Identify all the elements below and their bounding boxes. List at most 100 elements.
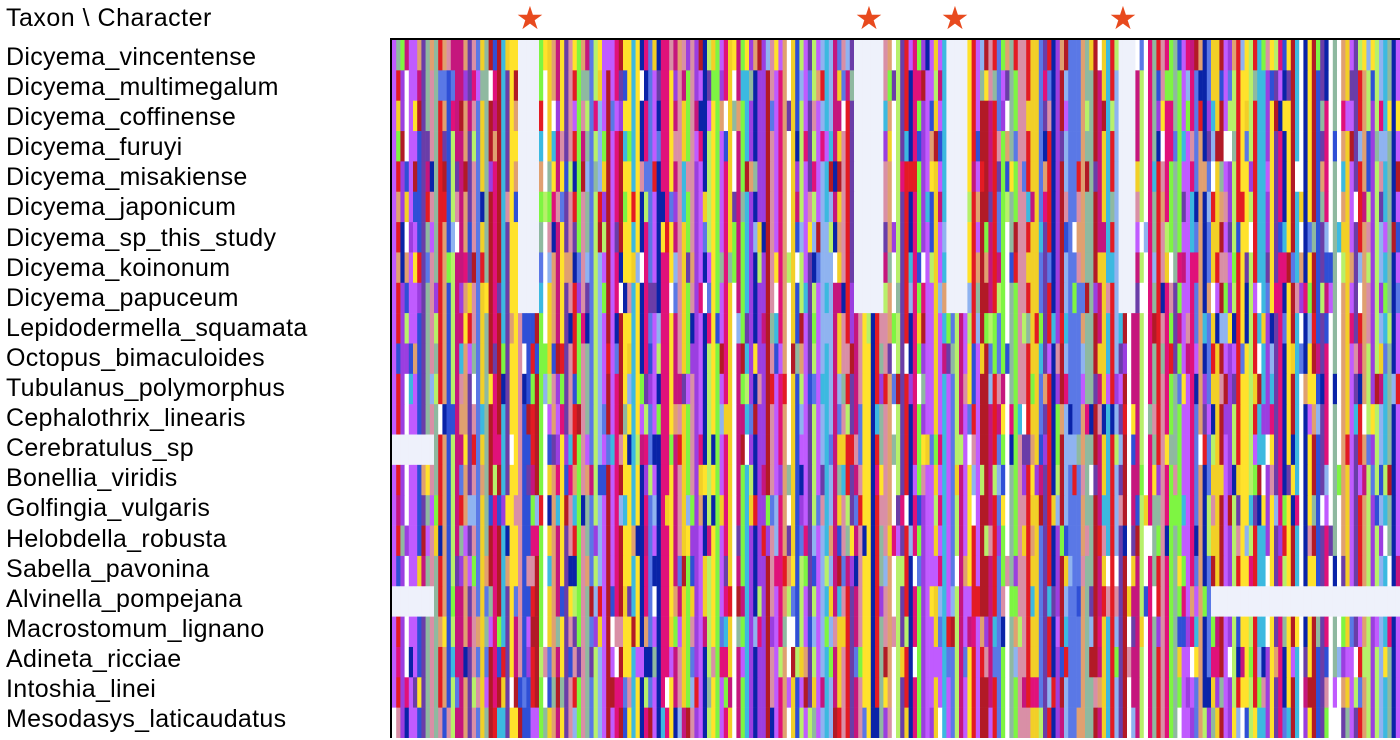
matrix-cell [484, 70, 489, 101]
matrix-cell [799, 70, 804, 101]
taxon-label[interactable]: Macrostomum_lignano [6, 614, 265, 643]
matrix-cell [404, 586, 410, 617]
taxon-label[interactable]: Alvinella_pompejana [6, 584, 243, 613]
matrix-cell [1005, 282, 1010, 314]
matrix-cell [753, 464, 758, 496]
taxon-label[interactable]: Golfingia_vulgaris [6, 494, 211, 523]
matrix-cell [660, 373, 666, 405]
matrix-cell [1173, 464, 1178, 496]
matrix-cell [665, 70, 670, 101]
matrix-cell [946, 404, 951, 435]
matrix-cell [1328, 343, 1334, 375]
matrix-cell [753, 404, 758, 435]
taxon-label[interactable]: Dicyema_sp_this_study [6, 223, 277, 252]
matrix-cell [1257, 464, 1262, 496]
matrix-cell [1160, 313, 1166, 344]
matrix-cell [669, 222, 674, 253]
matrix-cell [719, 191, 725, 223]
matrix-cell [560, 616, 565, 648]
matrix-cell [505, 70, 510, 101]
matrix-cell [1261, 586, 1266, 617]
matrix-cell [1110, 222, 1115, 253]
matrix-cell [1286, 100, 1292, 132]
matrix-cell [879, 191, 884, 223]
matrix-cell [421, 495, 426, 526]
matrix-cell [1093, 131, 1098, 162]
matrix-cell [530, 586, 536, 617]
taxon-label[interactable]: Dicyema_multimegalum [6, 73, 279, 102]
matrix-cell [429, 464, 435, 496]
matrix-cell [820, 100, 825, 132]
matrix-cell [1353, 586, 1359, 617]
matrix-cell [1101, 191, 1107, 223]
matrix-cell [652, 464, 657, 496]
matrix-cell [929, 252, 935, 284]
matrix-cell [551, 70, 557, 101]
matrix-cell [1009, 252, 1014, 284]
matrix-cell [938, 131, 943, 162]
matrix-cell [1009, 222, 1014, 253]
matrix-cell [1013, 191, 1019, 223]
matrix-cell [1244, 70, 1250, 101]
taxon-label[interactable]: Bonellia_viridis [6, 464, 178, 493]
taxon-label[interactable]: Cephalothrix_linearis [6, 404, 246, 433]
matrix-cell [816, 525, 821, 557]
matrix-cell [908, 646, 914, 678]
matrix-cell [1227, 343, 1233, 375]
matrix-cell [1391, 100, 1397, 132]
matrix-cell [438, 404, 443, 435]
taxon-label[interactable]: Sabella_pavonina [6, 554, 210, 583]
matrix-cell [1324, 343, 1329, 375]
matrix-cell [400, 646, 405, 678]
taxon-label[interactable]: Dicyema_misakiense [6, 163, 248, 192]
taxon-label[interactable]: Lepidodermella_squamata [6, 313, 308, 342]
matrix-cell [555, 434, 561, 466]
matrix-cell [1160, 373, 1166, 405]
matrix-cell [576, 495, 582, 526]
matrix-cell [660, 495, 666, 526]
matrix-cell [1152, 555, 1157, 587]
matrix-cell [1101, 495, 1107, 526]
matrix-cell [912, 464, 918, 496]
taxon-label[interactable]: Dicyema_japonicum [6, 193, 237, 222]
matrix-cell [635, 70, 641, 101]
matrix-cell [690, 404, 695, 435]
taxon-label[interactable]: Dicyema_vincentense [6, 43, 257, 71]
matrix-cell [1362, 161, 1367, 193]
matrix-cell [702, 40, 708, 71]
matrix-cell [1253, 586, 1258, 617]
taxon-label[interactable]: Dicyema_coffinense [6, 103, 237, 132]
matrix-cell [740, 282, 746, 314]
matrix-cell [1143, 131, 1149, 162]
taxon-label[interactable]: Tubulanus_polymorphus [6, 374, 286, 403]
taxon-label[interactable]: Dicyema_papuceum [6, 283, 239, 312]
matrix-cell [1286, 313, 1292, 344]
matrix-cell [1341, 100, 1346, 132]
matrix-cell [904, 555, 909, 587]
taxon-label[interactable]: Dicyema_furuyi [6, 133, 183, 162]
matrix-cell [606, 404, 611, 435]
matrix-cell [1227, 525, 1233, 557]
taxon-label[interactable]: Intoshia_linei [6, 674, 157, 703]
matrix-cell [1366, 131, 1371, 162]
matrix-cell [1374, 313, 1380, 344]
taxon-label[interactable]: Adineta_ricciae [6, 644, 182, 673]
matrix-cell [1114, 252, 1119, 284]
matrix-cell [1232, 131, 1237, 162]
matrix-cell [1261, 555, 1266, 587]
matrix-cell [799, 404, 804, 435]
taxon-label[interactable]: Helobdella_robusta [6, 524, 227, 553]
taxon-label[interactable]: Dicyema_koinonum [6, 253, 231, 282]
matrix-cell [1026, 616, 1031, 648]
matrix-cell [841, 495, 846, 526]
matrix-cell [505, 404, 510, 435]
matrix-cell [1152, 343, 1157, 375]
matrix-cell [631, 464, 636, 496]
matrix-cell [585, 404, 590, 435]
taxon-label[interactable]: Octopus_bimaculoides [6, 343, 265, 372]
taxon-label[interactable]: Mesodasys_laticaudatus [6, 705, 287, 734]
taxon-label[interactable]: Cerebratulus_sp [6, 434, 194, 463]
matrix-cell [1131, 131, 1136, 162]
matrix-cell [1383, 555, 1388, 587]
matrix-cell [501, 495, 506, 526]
